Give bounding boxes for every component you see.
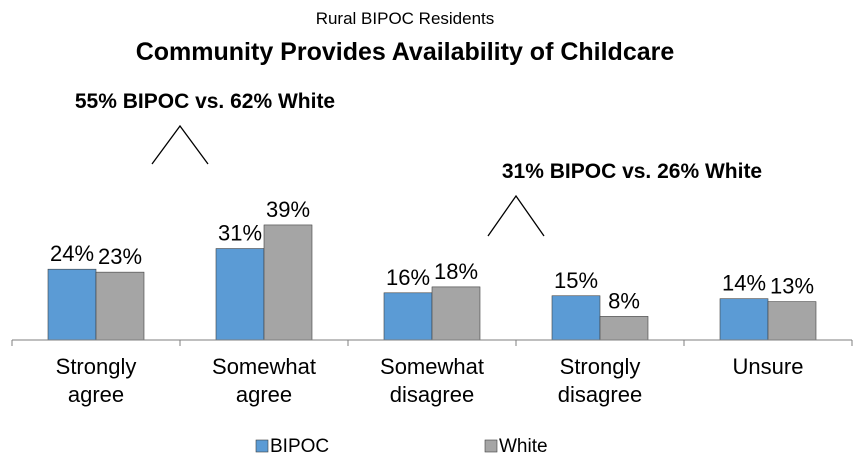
data-label-bipoc-2: 16% [386, 265, 430, 290]
data-label-white-1: 39% [266, 197, 310, 222]
data-label-white-0: 23% [98, 244, 142, 269]
bar-white-4 [767, 301, 817, 341]
data-label-bipoc-3: 15% [554, 268, 598, 293]
bar-bipoc-0 [47, 268, 97, 341]
chart-title: Community Provides Availability of Child… [136, 38, 675, 66]
legend: BIPOC White [255, 436, 548, 457]
category-label-0-line-0: Strongly [56, 354, 137, 379]
annotation-0: 55% BIPOC vs. 62% White [75, 90, 335, 113]
bar-bipoc-4 [719, 298, 769, 341]
x-axis-ticks [11, 340, 853, 346]
legend-label-bipoc: BIPOC [270, 436, 329, 457]
category-label-2-line-1: disagree [390, 382, 474, 407]
annotations: 55% BIPOC vs. 62% White 31% BIPOC vs. 26%… [75, 90, 762, 237]
chart-subtitle: Rural BIPOC Residents [316, 9, 495, 28]
bar-white-0 [95, 271, 145, 341]
data-label-white-2: 18% [434, 259, 478, 284]
data-label-white-3: 8% [608, 288, 640, 313]
bar-bipoc-3 [551, 295, 601, 341]
data-label-bipoc-0: 24% [50, 241, 94, 266]
category-label-4-line-0: Unsure [733, 354, 804, 379]
data-label-bipoc-1: 31% [218, 221, 262, 246]
category-label-1-line-0: Somewhat [212, 354, 316, 379]
category-label-1-line-1: agree [236, 382, 292, 407]
annotation-bracket-0 [151, 124, 209, 165]
annotation-bracket-1 [487, 194, 545, 237]
bar-white-2 [431, 286, 481, 341]
data-label-bipoc-4: 14% [722, 271, 766, 296]
value-labels: 24% 23% 31%39% 16% 18% 15% 8% 14% 13% [50, 197, 814, 313]
legend-swatch-bipoc [255, 439, 269, 453]
legend-label-white: White [499, 436, 548, 457]
annotation-1: 31% BIPOC vs. 26% White [502, 160, 762, 183]
data-label-white-4: 13% [770, 274, 814, 299]
bars [47, 224, 817, 341]
category-label-0-line-1: agree [68, 382, 124, 407]
category-label-2-line-0: Somewhat [380, 354, 484, 379]
legend-swatch-white [484, 439, 498, 453]
bar-bipoc-1 [215, 248, 265, 341]
category-label-3-line-1: disagree [558, 382, 642, 407]
bar-bipoc-2 [383, 292, 433, 341]
bar-white-1 [263, 224, 313, 341]
bar-white-3 [599, 316, 649, 341]
category-labels: Strongly agree Somewhat agree Somewhat disagr… [56, 354, 804, 407]
category-label-3-line-0: Strongly [560, 354, 641, 379]
